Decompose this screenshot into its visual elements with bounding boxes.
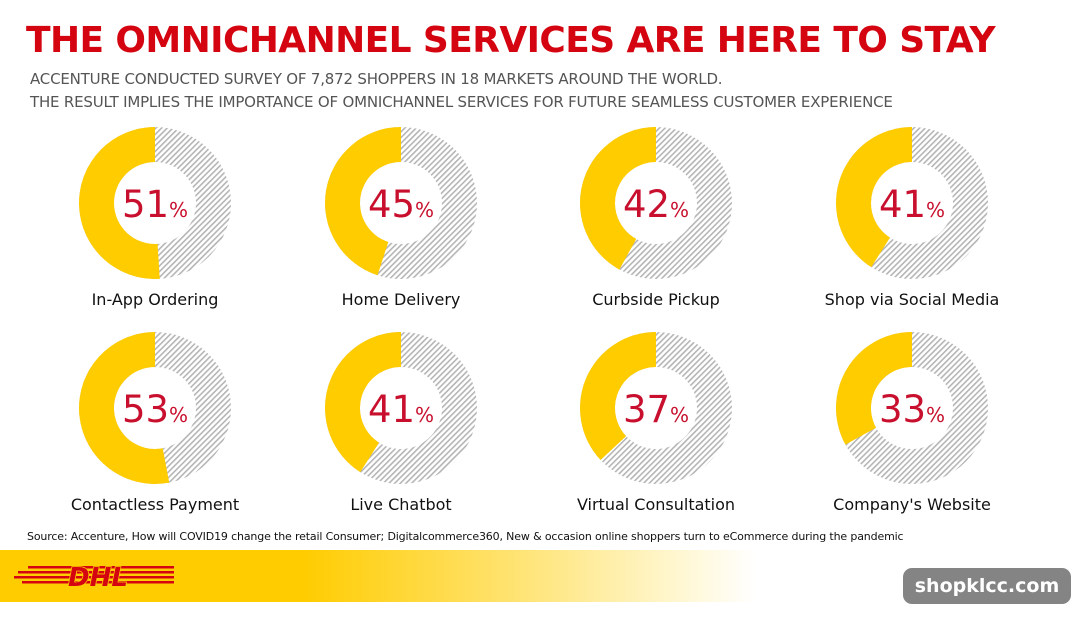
donut-value-number: 41 xyxy=(368,388,415,431)
donut-chart: 51% In-App Ordering xyxy=(79,127,231,309)
donut-chart: 37% Virtual Consultation xyxy=(577,332,735,514)
donut-value-arc xyxy=(79,332,170,484)
donut-value-number: 33 xyxy=(879,388,926,431)
donut-chart: 45% Home Delivery xyxy=(325,127,477,309)
donut-value-label: 41% xyxy=(879,183,945,226)
donut-value-label: 33% xyxy=(879,388,945,431)
donut-category-label: Virtual Consultation xyxy=(577,495,735,514)
donut-value-arc xyxy=(835,331,912,445)
page-title: THE OMNICHANNEL SERVICES ARE HERE TO STA… xyxy=(26,20,996,61)
donut-chart: 53% Contactless Payment xyxy=(71,332,239,514)
donut-value-arc xyxy=(579,332,656,461)
donut-value-arc xyxy=(79,127,160,279)
dhl-brand-band xyxy=(0,550,1080,602)
donut-chart: 42% Curbside Pickup xyxy=(579,127,732,309)
donut-value-unit: % xyxy=(169,403,188,427)
donut-chart: 41% Shop via Social Media xyxy=(825,126,1000,309)
donut-value-label: 37% xyxy=(623,388,689,431)
donut-value-unit: % xyxy=(670,198,689,222)
donut-value-number: 51 xyxy=(122,183,169,226)
dhl-logo: DHL xyxy=(14,562,174,592)
subtitle-line-1: ACCENTURE CONDUCTED SURVEY OF 7,872 SHOP… xyxy=(30,70,723,88)
donut-category-label: Curbside Pickup xyxy=(592,290,720,309)
donut-value-unit: % xyxy=(926,403,945,427)
donut-value-label: 53% xyxy=(122,388,188,431)
donut-category-label: Shop via Social Media xyxy=(825,290,1000,309)
donut-value-arc xyxy=(325,332,401,473)
donut-category-label: Home Delivery xyxy=(342,290,461,309)
donut-category-label: Live Chatbot xyxy=(350,495,451,514)
donut-value-unit: % xyxy=(670,403,689,427)
donut-value-arc xyxy=(325,127,401,276)
donut-value-unit: % xyxy=(415,198,434,222)
donut-value-label: 41% xyxy=(368,388,434,431)
subtitle-line-2: THE RESULT IMPLIES THE IMPORTANCE OF OMN… xyxy=(30,93,893,111)
donut-value-unit: % xyxy=(415,403,434,427)
dhl-logo-text: DHL xyxy=(68,563,128,592)
donut-chart: 41% Live Chatbot xyxy=(325,332,477,514)
donut-value-label: 45% xyxy=(368,183,434,226)
donut-value-number: 53 xyxy=(122,388,169,431)
source-note: Source: Accenture, How will COVID19 chan… xyxy=(27,530,904,543)
donut-value-label: 42% xyxy=(623,183,689,226)
donut-value-arc xyxy=(579,127,656,270)
donut-category-label: In-App Ordering xyxy=(92,290,219,309)
donut-value-label: 51% xyxy=(122,183,188,226)
watermark-badge: shopklcc.com xyxy=(903,568,1071,604)
donut-value-number: 41 xyxy=(879,183,926,226)
donut-value-unit: % xyxy=(926,198,945,222)
donut-value-number: 45 xyxy=(368,183,415,226)
donut-category-label: Company's Website xyxy=(833,495,991,514)
donut-value-number: 37 xyxy=(623,388,670,431)
donut-value-arc xyxy=(836,126,912,268)
donut-chart: 33% Company's Website xyxy=(833,331,991,514)
donut-value-number: 42 xyxy=(623,183,670,226)
donut-category-label: Contactless Payment xyxy=(71,495,239,514)
donut-value-unit: % xyxy=(169,198,188,222)
